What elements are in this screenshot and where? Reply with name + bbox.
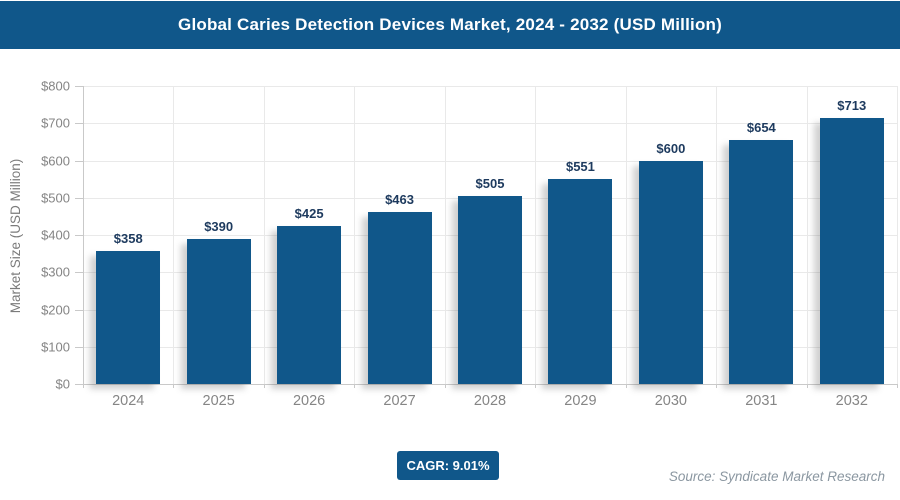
x-tick-label: 2032 [835, 393, 868, 409]
bar-2030 [638, 160, 703, 384]
bar-value-label: $551 [565, 158, 595, 174]
v-gridline [444, 86, 446, 384]
v-gridline [354, 86, 356, 384]
x-tick-mark [806, 384, 808, 388]
x-tick-label: 2030 [654, 393, 687, 409]
bar-2031 [729, 140, 794, 384]
x-tick-label: 2027 [383, 393, 416, 409]
bar-value-label: $654 [746, 120, 776, 136]
v-gridline [173, 86, 175, 384]
y-tick-mark [75, 197, 83, 199]
bar-value-label: $463 [385, 191, 414, 207]
x-tick-label: 2024 [112, 393, 145, 409]
bar-value-label: $390 [204, 218, 234, 234]
bar-value-label: $505 [475, 175, 505, 191]
y-tick-label: $0 [55, 376, 70, 392]
bar-value-label: $425 [294, 205, 324, 221]
x-tick-mark [444, 384, 446, 388]
y-tick-label: $700 [41, 115, 70, 131]
y-tick-mark [75, 86, 83, 87]
x-tick-label: 2028 [473, 393, 507, 409]
y-tick-mark [75, 235, 83, 236]
bar-value-label: $358 [113, 230, 143, 246]
chart-title: Global Caries Detection Devices Market, … [178, 15, 722, 34]
h-gridline [83, 123, 897, 125]
bar-2024 [96, 250, 161, 384]
bar-value-label: $600 [656, 140, 686, 156]
x-tick-mark [897, 384, 898, 388]
y-tick-mark [75, 272, 83, 274]
v-gridline [806, 86, 808, 384]
x-tick-mark [625, 384, 627, 388]
source-text: Source: Syndicate Market Research [668, 469, 885, 484]
y-tick-mark [75, 309, 83, 311]
y-tick-label: $600 [41, 153, 70, 168]
y-tick-label: $200 [41, 302, 70, 317]
y-tick-label: $300 [41, 264, 70, 280]
x-tick-mark [83, 384, 84, 388]
v-gridline [897, 86, 898, 384]
y-axis-line [83, 86, 84, 384]
bar-2028 [458, 195, 522, 384]
bar-value-label: $713 [837, 98, 867, 114]
x-tick-mark [716, 384, 718, 388]
y-tick-label: $400 [41, 227, 70, 243]
v-gridline [535, 86, 537, 384]
y-tick-label: $800 [41, 78, 70, 94]
x-axis: 2024 2025 2026 2027 2028 2029 2030 2031 2032 [83, 384, 898, 418]
x-tick-mark [263, 384, 265, 388]
y-tick-mark [75, 123, 83, 125]
x-tick-label: 2031 [745, 393, 778, 409]
bar-2025 [186, 238, 251, 384]
x-tick-mark [535, 384, 537, 388]
cagr-badge: CAGR: 9.01% [397, 451, 499, 480]
bar-2029 [548, 178, 613, 384]
y-tick-mark [75, 160, 83, 162]
v-gridline [263, 86, 265, 384]
bar-2026 [277, 225, 342, 384]
bar-2032 [819, 118, 884, 384]
v-gridline [716, 86, 718, 384]
v-gridline [625, 86, 627, 384]
plot-area: $358 $390 $425 $463 $505 $551 $600 $654 $713 [83, 86, 898, 385]
x-axis-line [83, 384, 897, 385]
bar-2027 [367, 211, 432, 384]
h-gridline [83, 86, 897, 87]
y-tick-mark [75, 346, 83, 348]
x-tick-label: 2026 [292, 393, 326, 409]
x-tick-label: 2029 [564, 393, 597, 409]
y-tick-label: $500 [41, 190, 70, 206]
h-gridline [83, 160, 897, 162]
x-tick-mark [354, 384, 356, 388]
y-axis: $0 $100 $200 $300 $400 $500 $600 $700 $800 [0, 79, 83, 392]
chart-title-bar: Global Caries Detection Devices Market, … [0, 1, 900, 49]
y-tick-label: $100 [41, 339, 70, 355]
x-tick-label: 2025 [202, 393, 235, 409]
x-tick-mark [173, 384, 175, 388]
y-tick-mark [75, 384, 83, 385]
